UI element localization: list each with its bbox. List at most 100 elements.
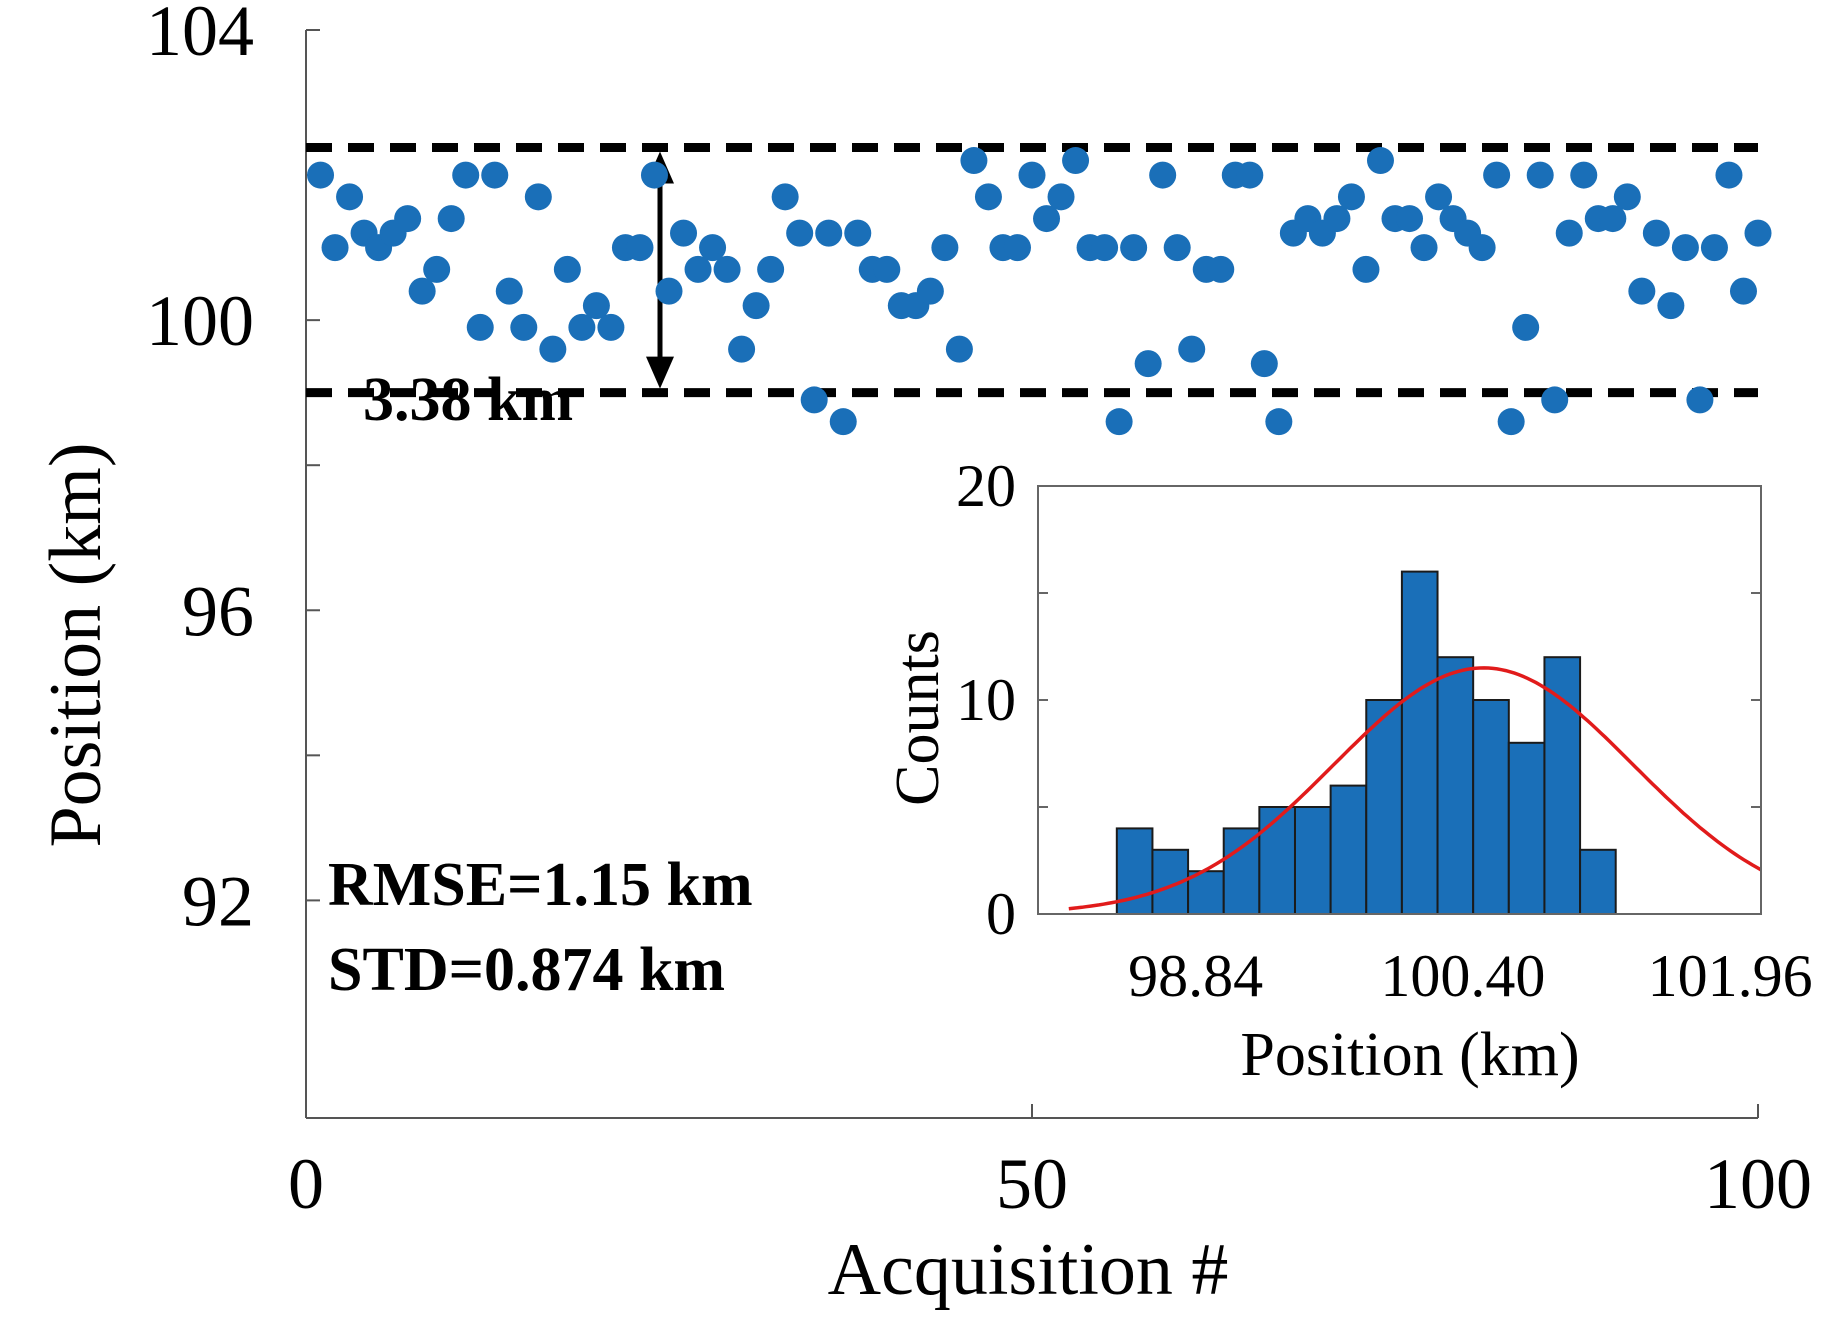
scatter-point (1410, 234, 1438, 262)
scatter-point (582, 292, 610, 320)
inset-histogram: 0 10 20 98.84 100.40 101.96 Position (km) Cou… (884, 453, 1813, 1089)
scatter-point (1526, 161, 1554, 189)
scatter-point (1512, 313, 1540, 341)
scatter-point (495, 277, 523, 305)
scatter-point (408, 277, 436, 305)
scatter-point (510, 313, 538, 341)
scatter-point (1236, 161, 1264, 189)
scatter-point (1715, 161, 1743, 189)
scatter-point (931, 234, 959, 262)
histogram-bar (1507, 741, 1546, 915)
rmse-label: RMSE=1.15 km (328, 851, 753, 919)
scatter-point (1105, 408, 1133, 436)
scatter-point (655, 277, 683, 305)
scatter-point (916, 277, 944, 305)
scatter-point (1396, 205, 1424, 233)
scatter-point (1599, 205, 1627, 233)
scatter-point (466, 313, 494, 341)
scatter-point (1337, 183, 1365, 211)
scatter-point (423, 255, 451, 283)
histogram-bar (1365, 699, 1403, 915)
scatter-point (1642, 219, 1670, 247)
histogram-bar (1258, 806, 1296, 915)
scatter-point (757, 255, 785, 283)
scatter-point (1686, 386, 1714, 414)
scatter-point (394, 205, 422, 233)
scatter-point (321, 234, 349, 262)
scatter-point (670, 219, 698, 247)
histogram-bar (1329, 784, 1368, 915)
histogram-bar (1436, 656, 1475, 915)
main-y-tick-label: 96 (182, 571, 254, 651)
scatter-point (1468, 234, 1496, 262)
scatter-point (1671, 234, 1699, 262)
main-x-tick-label: 50 (996, 1144, 1068, 1224)
inset-x-axis-title: Position (km) (1240, 1021, 1579, 1089)
scatter-point (844, 219, 872, 247)
scatter-point (873, 255, 901, 283)
scatter-point (800, 386, 828, 414)
scatter-point (1149, 161, 1177, 189)
scatter-point (626, 234, 654, 262)
scatter-point (1729, 277, 1757, 305)
scatter-point (568, 313, 596, 341)
scatter-point (452, 161, 480, 189)
scatter-point (742, 292, 770, 320)
scatter-point (597, 313, 625, 341)
inset-x-tick-label: 101.96 (1648, 943, 1813, 1009)
std-label: STD=0.874 km (328, 936, 725, 1004)
scatter-point (1497, 408, 1525, 436)
x-axis-title: Acquisition # (828, 1229, 1229, 1311)
scatter-point (481, 161, 509, 189)
scatter-point (713, 255, 741, 283)
scatter-point (945, 335, 973, 363)
span-arrow-head-down (646, 356, 674, 389)
scatter-point (1047, 183, 1075, 211)
histogram-bar (1543, 656, 1582, 915)
scatter-point (640, 161, 668, 189)
scatter-point (1628, 277, 1656, 305)
scatter-point (1323, 205, 1351, 233)
histogram-bars (1115, 570, 1617, 916)
main-y-tick-label: 92 (182, 861, 254, 941)
scatter-point (1120, 234, 1148, 262)
scatter-point (437, 205, 465, 233)
scatter-point (524, 183, 552, 211)
scatter-point (1570, 161, 1598, 189)
scatter-point (728, 335, 756, 363)
scatter-point (1091, 234, 1119, 262)
main-x-tick-label: 100 (1704, 1144, 1812, 1224)
scatter-point (1178, 335, 1206, 363)
reference-lines (306, 143, 1758, 398)
scatter-points (307, 147, 1772, 436)
scatter-point (1265, 408, 1293, 436)
main-y-tick-label: 100 (146, 281, 254, 361)
scatter-point (1425, 183, 1453, 211)
scatter-point (1700, 234, 1728, 262)
inset-axis-ticks (1038, 485, 1761, 915)
scatter-point (553, 255, 581, 283)
scatter-point (1062, 147, 1090, 175)
scatter-point (1366, 147, 1394, 175)
inset-y-tick-label: 0 (986, 881, 1016, 947)
scatter-point (336, 183, 364, 211)
inset-y-axis-title: Counts (884, 630, 952, 806)
histogram-bar (1293, 806, 1332, 915)
histogram-bar (1579, 848, 1617, 915)
scatter-point (1483, 161, 1511, 189)
scatter-point (699, 234, 727, 262)
main-x-tick-label: 0 (288, 1144, 324, 1224)
scatter-point (1003, 234, 1031, 262)
histogram-bar (1472, 699, 1510, 915)
scatter-point (1657, 292, 1685, 320)
scatter-point (307, 161, 335, 189)
scatter-point (1744, 219, 1772, 247)
scatter-point (1163, 234, 1191, 262)
scatter-point (815, 219, 843, 247)
scatter-point (1250, 350, 1278, 378)
scatter-point (786, 219, 814, 247)
scatter-point (684, 255, 712, 283)
normal-fit-line (1068, 666, 1762, 911)
scatter-point (1541, 386, 1569, 414)
inset-x-tick-label: 100.40 (1380, 943, 1545, 1009)
